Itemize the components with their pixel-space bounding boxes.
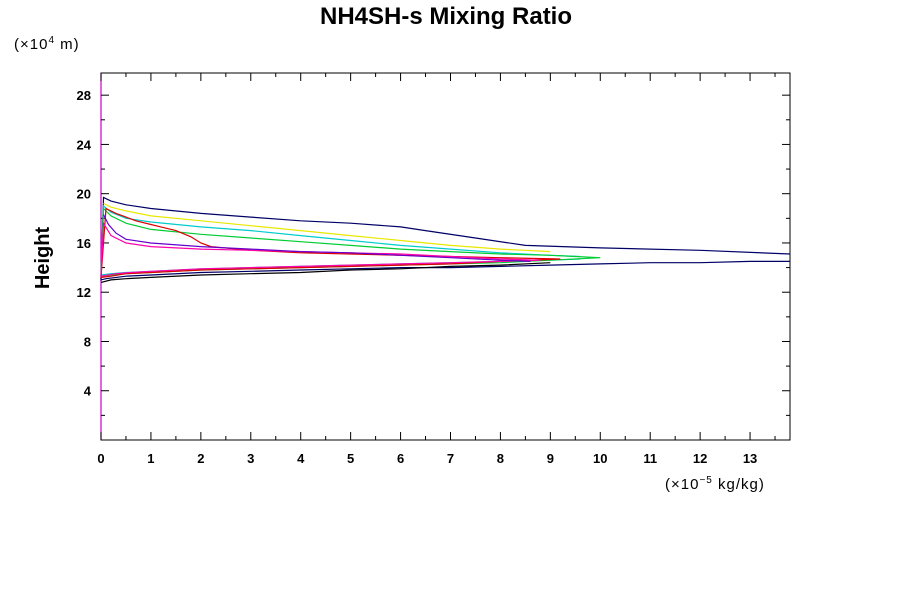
series-line-black [100, 262, 551, 283]
x-tick-label: 1 [147, 451, 154, 466]
y-tick-label: 16 [77, 236, 91, 251]
series-layer [100, 196, 791, 283]
x-axis-unit: (×10−5 kg/kg) [665, 475, 765, 493]
x-tick-label: 13 [743, 451, 757, 466]
series-line-yellow [103, 202, 551, 253]
x-tick-label: 2 [197, 451, 204, 466]
axis-ticks [100, 73, 790, 440]
x-tick-label: 0 [97, 451, 104, 466]
x-tick-label: 11 [643, 451, 657, 466]
x-tick-label: 8 [497, 451, 504, 466]
y-axis-title: Height [32, 227, 54, 290]
x-tick-label: 10 [593, 451, 607, 466]
x-tick-label: 6 [397, 451, 404, 466]
x-tick-label: 12 [693, 451, 707, 466]
x-tick-label: 9 [547, 451, 554, 466]
y-axis-unit: (×104 m) [14, 35, 80, 53]
y-tick-label: 20 [77, 187, 91, 202]
y-tick-label: 4 [84, 384, 92, 399]
x-tick-label: 5 [347, 451, 354, 466]
series-line-purple [102, 214, 531, 262]
x-tick-label: 4 [297, 451, 305, 466]
series-line-navy-outer [100, 196, 791, 281]
series-line-red [100, 207, 561, 279]
y-tick-label: 12 [77, 285, 91, 300]
y-tick-label: 24 [77, 137, 92, 152]
y-tick-label: 28 [77, 88, 91, 103]
y-tick-label: 8 [84, 334, 91, 349]
x-tick-label: 7 [447, 451, 454, 466]
chart-title: NH4SH-s Mixing Ratio [320, 3, 572, 30]
x-tick-label: 3 [247, 451, 254, 466]
